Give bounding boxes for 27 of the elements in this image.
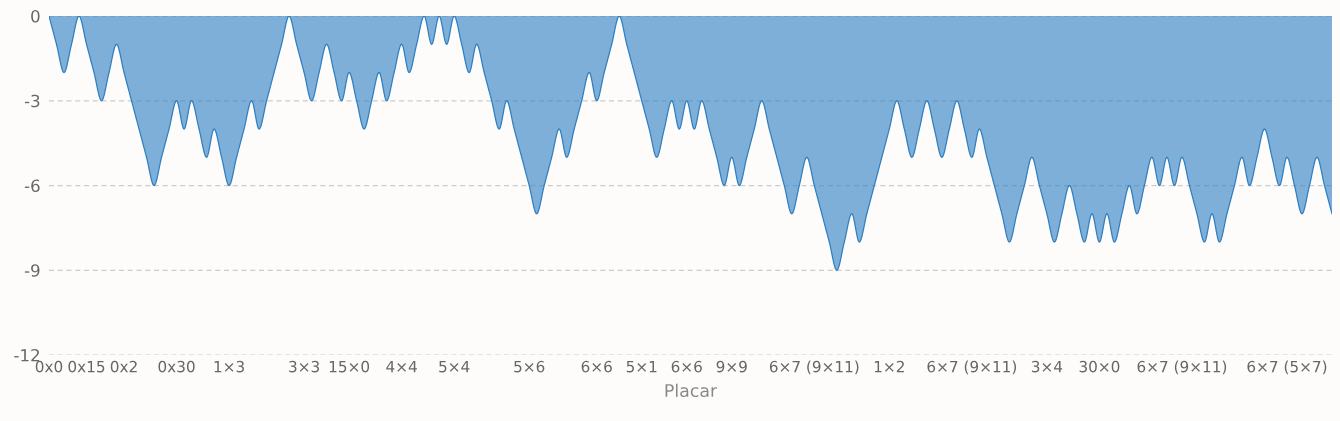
x-axis-title: Placar <box>665 383 718 398</box>
x-tick-label: 9×9 <box>716 360 747 373</box>
x-tick-label: 30×0 <box>1079 360 1120 373</box>
x-tick-label: 4×4 <box>386 361 417 373</box>
x-tick-label: 6×7 (9×11) <box>927 360 1017 375</box>
x-tick-label: 0x2 <box>110 360 137 373</box>
x-tick-label: 5×1 <box>626 361 657 373</box>
x-tick-label: 3×4 <box>1031 360 1063 373</box>
x-tick-label: 0x0 <box>35 360 63 373</box>
y-tick-label: -9 <box>24 264 40 277</box>
y-tick-label: -3 <box>24 94 40 108</box>
x-tick-label: 6×7 (9×11) <box>1137 360 1227 375</box>
x-tick-label: 1×3 <box>214 360 244 373</box>
x-tick-label: 6×6 <box>671 360 702 373</box>
x-tick-label: 0x30 <box>158 360 195 373</box>
y-tick-label: -6 <box>24 179 40 193</box>
x-tick-label: 5×6 <box>514 360 545 373</box>
x-tick-label: 6×7 (5×7) <box>1247 360 1327 375</box>
x-tick-label: 1×2 <box>874 360 904 373</box>
x-tick-label: 6×7 (9×11) <box>769 360 859 375</box>
x-tick-label: 0x15 <box>68 360 105 373</box>
x-tick-label: 5×4 <box>439 361 470 373</box>
x-tick-label: 3×3 <box>289 360 319 373</box>
x-tick-label: 6×6 <box>581 360 612 373</box>
y-tick-label: 0 <box>31 9 40 23</box>
x-tick-label: 15×0 <box>329 360 370 373</box>
y-tick-label: -12 <box>14 348 39 362</box>
